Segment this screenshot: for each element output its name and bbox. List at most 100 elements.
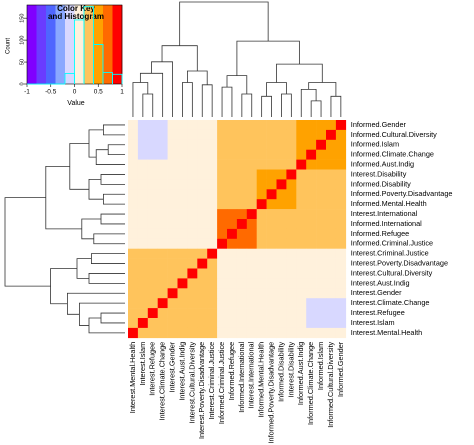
heatmap-cell: [276, 179, 287, 190]
column-label: Interest.Disability: [286, 341, 295, 397]
dendrogram-branch: [88, 273, 125, 284]
heatmap-cell: [236, 238, 248, 249]
heatmap-cell: [187, 219, 198, 230]
heatmap-cell: [335, 209, 347, 220]
heatmap-cell: [137, 298, 149, 309]
heatmap-cell: [276, 169, 287, 180]
heatmap-cell: [316, 159, 327, 170]
heatmap-cell: [147, 189, 158, 200]
heatmap-cell: [246, 318, 257, 329]
heatmap-cell: [306, 238, 317, 249]
heatmap-cell: [227, 189, 238, 200]
heatmap-cell: [167, 318, 178, 329]
heatmap-cell: [128, 219, 139, 230]
heatmap-cell: [157, 179, 168, 190]
heatmap-cell: [187, 268, 198, 279]
heatmap-cell: [217, 159, 228, 170]
heatmap-cell: [276, 228, 287, 240]
row-label: Interest.Climate.Change: [351, 298, 430, 307]
dendrogram-branch: [67, 292, 125, 315]
heatmap-cell: [137, 199, 149, 210]
heatmap-cell: [266, 308, 277, 319]
heatmap-cell: [256, 308, 267, 319]
heatmap-cell: [326, 129, 337, 141]
heatmap-cell: [187, 139, 198, 150]
heatmap-cell: [207, 120, 218, 131]
heatmap-cell: [167, 327, 178, 339]
key-title: and Histogram: [48, 12, 104, 21]
row-label: Interest.Cultural.Diversity: [351, 268, 433, 277]
heatmap-cell: [157, 258, 168, 269]
heatmap-cell: [157, 278, 168, 289]
heatmap-cell: [286, 228, 297, 240]
heatmap-cell: [157, 139, 168, 150]
heatmap-cell: [335, 278, 347, 289]
dendrogram-branch: [276, 63, 323, 83]
row-label: Informed.Cultural.Diversity: [351, 130, 437, 139]
column-label: Interest.Islam: [138, 342, 147, 386]
heatmap-cell: [207, 219, 218, 230]
heatmap-cell: [227, 308, 238, 319]
heatmap-cell: [197, 139, 208, 150]
heatmap-cell: [256, 327, 267, 339]
heatmap-cell: [256, 258, 267, 269]
heatmap-cell: [256, 268, 267, 279]
row-label: Interest.Disability: [351, 169, 407, 178]
heatmap-cell: [137, 327, 149, 339]
heatmap-cell: [197, 159, 208, 170]
heatmap-cell: [187, 149, 198, 160]
heatmap-cell: [316, 308, 327, 319]
row-label: Interest.Mental.Health: [351, 328, 422, 337]
heatmap-cell: [326, 268, 337, 279]
heatmap-cell: [316, 149, 327, 160]
histogram-step: [112, 73, 123, 84]
row-label: Interest.Poverty.Disadvantage: [351, 258, 448, 267]
heatmap-cell: [147, 278, 158, 289]
heatmap-cell: [197, 248, 208, 259]
heatmap-cell: [316, 228, 327, 240]
heatmap-cell: [306, 308, 317, 319]
heatmap-cell: [187, 159, 198, 170]
dendrogram-branch: [241, 93, 253, 117]
heatmap-cell: [177, 228, 188, 240]
heatmap-cell: [236, 169, 248, 180]
heatmap-cell: [296, 120, 307, 131]
heatmap-cell: [236, 149, 248, 160]
row-label: Interest.Refugee: [351, 308, 405, 317]
heatmap-cell: [167, 268, 178, 279]
heatmap-cell: [207, 318, 218, 329]
heatmap-cell: [197, 199, 208, 210]
heatmap-cell: [236, 318, 248, 329]
heatmap-cell: [177, 179, 188, 190]
dendrogram-branch: [100, 213, 125, 225]
heatmap-cell: [296, 219, 307, 230]
heatmap-cell: [306, 179, 317, 190]
heatmap-cell: [137, 129, 149, 141]
heatmap-cell: [286, 258, 297, 269]
heatmap-cell: [128, 238, 139, 249]
heatmap-cell: [266, 189, 277, 200]
heatmap-cell: [128, 298, 139, 309]
heatmap-cell: [217, 258, 228, 269]
heatmap-cell: [207, 149, 218, 160]
heatmap-cell: [335, 219, 347, 230]
heatmap-cell: [227, 288, 238, 299]
row-label: Informed.Islam: [351, 140, 399, 149]
heatmap-cell: [246, 139, 257, 150]
heatmap-cell: [266, 268, 277, 279]
heatmap-cell: [177, 268, 188, 279]
heatmap-cell: [167, 288, 178, 299]
heatmap-cell: [276, 129, 287, 141]
heatmap-cell: [128, 248, 139, 259]
heatmap-cell: [187, 189, 198, 200]
heatmap-cell: [128, 139, 139, 150]
heatmap-cell: [335, 318, 347, 329]
dendrogram-branch: [236, 40, 300, 76]
heatmap-cell: [326, 278, 337, 289]
heatmap-cell: [286, 288, 297, 299]
heatmap-cell: [167, 308, 178, 319]
key-y-tick-label: 100: [19, 36, 25, 45]
heatmap-cell: [326, 258, 337, 269]
row-label: Informed.Criminal.Justice: [351, 239, 433, 248]
heatmap-cell: [217, 327, 228, 339]
